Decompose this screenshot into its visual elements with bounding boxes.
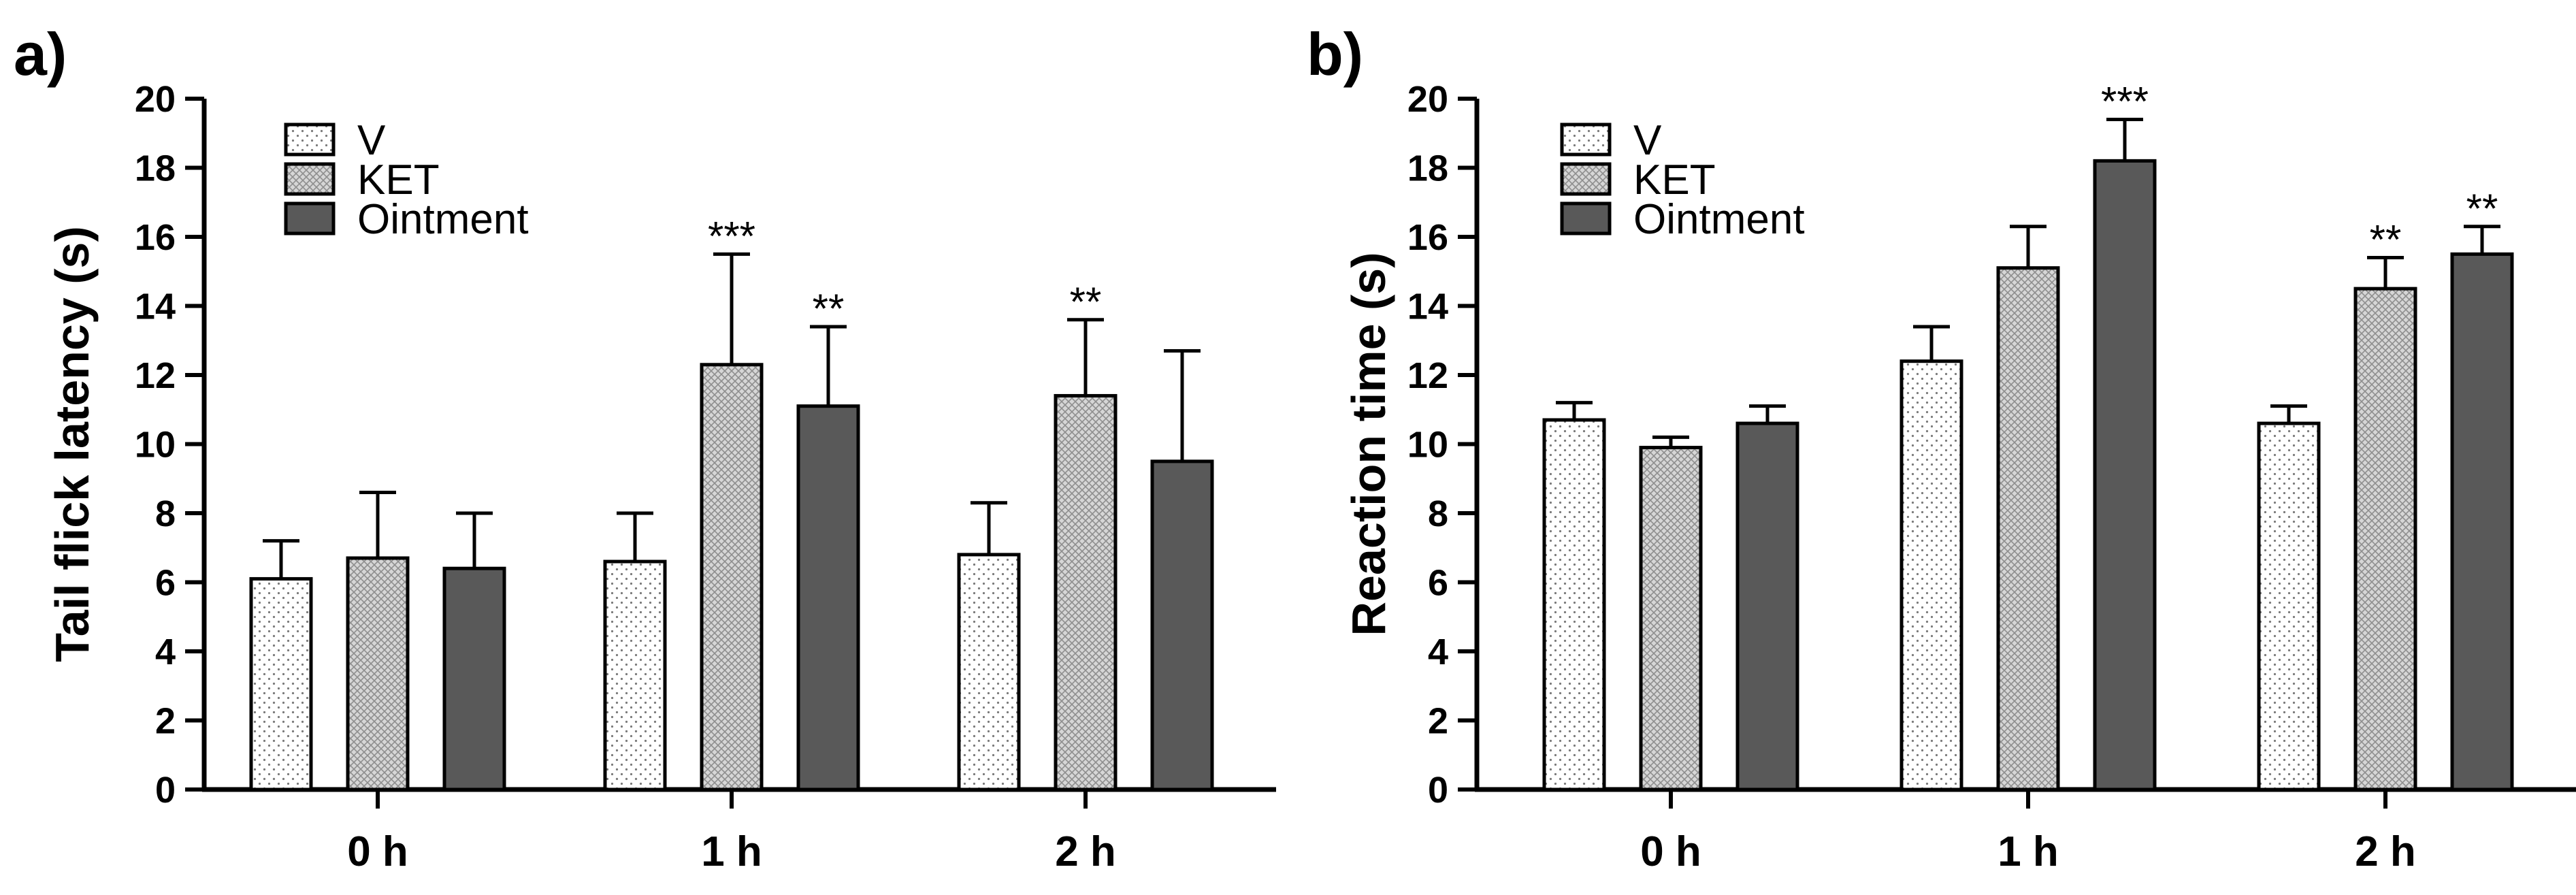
y-tick-label: 6 [155,563,176,604]
x-tick-label: 1 h [1998,828,2059,875]
significance-label: ** [1070,279,1102,325]
bar-v-1h [1900,359,1963,792]
y-tick-label: 14 [1407,287,1448,327]
y-tick-label: 4 [155,632,176,672]
legend-swatch-v [284,123,336,157]
legend-label-v: V [1633,117,1662,164]
bar-v-2h [957,553,1021,792]
bar-ket-1h [1996,266,2060,792]
legend-swatch-ointment [1560,201,1612,235]
y-tick-label: 12 [135,355,176,396]
legend-swatch-ket [1560,162,1612,196]
y-tick-label: 6 [1428,563,1448,604]
bar-ket-1h [700,363,764,792]
panel-label: a) [14,20,67,88]
bar-v-0h [1542,418,1606,792]
bar-ointment-0h [1735,421,1799,792]
bar-ket-2h [1054,393,1118,792]
significance-label: ** [2370,216,2402,262]
legend-swatch-v [1560,123,1612,157]
y-tick-label: 14 [135,287,176,327]
y-tick-label: 0 [155,770,176,811]
y-tick-label: 4 [1428,632,1448,672]
bar-v-1h [603,559,667,792]
x-tick-label: 0 h [347,828,408,875]
y-tick-label: 0 [1428,770,1448,811]
legend-label-ointment: Ointment [357,196,529,243]
bar-ket-2h [2353,287,2417,792]
y-tick-label: 2 [1428,701,1448,742]
legend-swatch-ket [284,162,336,196]
significance-label: *** [708,213,755,259]
chart-panel-b: b) Reaction time (s) 0 2 4 6 8 10 12 14 16 18 20 0 h 1… [1307,20,2576,875]
y-tick-label: 18 [135,148,176,189]
legend-label-ket: KET [357,157,440,204]
bar-ointment-2h [2450,252,2514,792]
y-tick-label: 20 [135,79,176,120]
y-tick-label: 10 [135,425,176,466]
significance-label: ** [2466,186,2498,231]
bar-ointment-1h [796,404,860,792]
chart-panel-a: a) Tail flick latency (s) 0 2 4 6 8 10 12 14 16 18 2… [14,20,1276,875]
y-tick-label: 18 [1407,148,1448,189]
bar-v-0h [249,576,313,792]
legend-label-ket: KET [1633,157,1716,204]
x-tick-label: 1 h [701,828,762,875]
x-tick-label: 2 h [1055,828,1116,875]
y-tick-label: 2 [155,701,176,742]
bar-ointment-1h [2093,159,2157,792]
y-tick-label: 8 [1428,493,1448,534]
y-tick-label: 8 [155,493,176,534]
y-tick-label: 12 [1407,355,1448,396]
y-axis-title: Tail flick latency (s) [46,226,99,662]
legend-label-v: V [357,117,386,164]
x-tick-label: 0 h [1640,828,1701,875]
significance-label: *** [2101,78,2149,124]
panel-label: b) [1307,20,1363,88]
significance-label: ** [813,286,845,331]
x-tick-label: 2 h [2355,828,2416,875]
legend-label-ointment: Ointment [1633,196,1805,243]
y-tick-label: 16 [135,217,176,258]
bar-ointment-0h [442,566,506,792]
y-axis-title: Reaction time (s) [1342,253,1395,636]
bar-v-2h [2257,421,2321,792]
bar-ket-0h [346,556,410,792]
bar-ointment-2h [1150,459,1214,792]
y-tick-label: 16 [1407,217,1448,258]
y-tick-label: 20 [1407,79,1448,120]
legend-swatch-ointment [284,201,336,235]
bar-ket-0h [1639,446,1703,792]
y-tick-label: 10 [1407,425,1448,466]
